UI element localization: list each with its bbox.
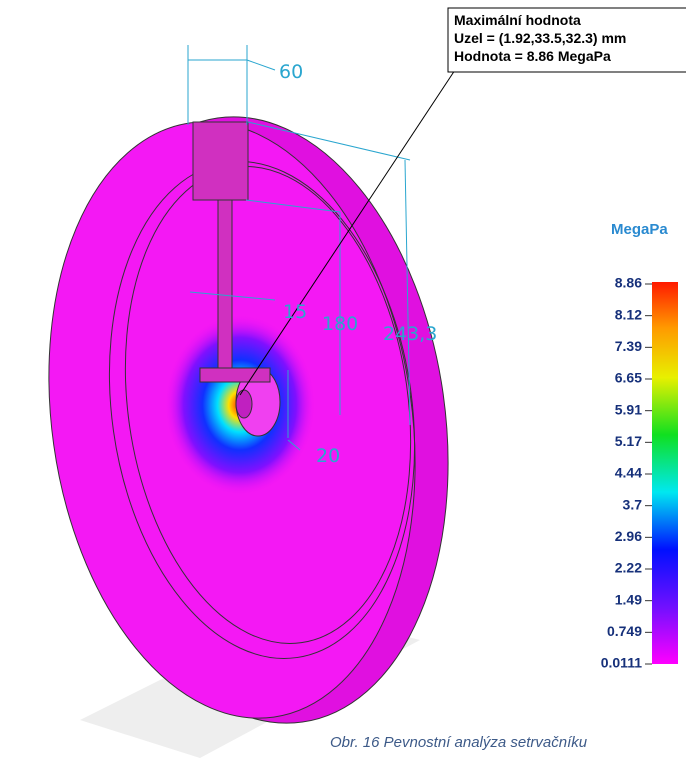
hub-hole bbox=[236, 390, 252, 418]
dimension-label: 60 bbox=[279, 61, 303, 83]
legend-label: 2.96 bbox=[615, 528, 642, 544]
dimension-label: 180 bbox=[322, 313, 358, 335]
legend-label: 5.91 bbox=[615, 401, 642, 417]
caption: Obr. 16 Pevnostní analýza setrvačníku bbox=[330, 734, 588, 751]
legend-label: 4.44 bbox=[615, 465, 642, 481]
legend-label: 8.12 bbox=[615, 306, 642, 322]
dimension-label: 243,3 bbox=[383, 323, 437, 345]
legend-label: 0.0111 bbox=[601, 655, 642, 671]
annotation-line: Hodnota = 8.86 MegaPa bbox=[454, 48, 611, 64]
section-web bbox=[218, 200, 232, 370]
legend-unit: MegaPa bbox=[611, 221, 668, 238]
legend-label: 1.49 bbox=[615, 591, 642, 607]
legend-label: 6.65 bbox=[615, 370, 642, 386]
color-bar bbox=[652, 282, 678, 664]
legend-label: 3.7 bbox=[623, 496, 643, 512]
wheel bbox=[12, 92, 486, 758]
legend-label: 2.22 bbox=[615, 560, 642, 576]
section-rim bbox=[193, 122, 248, 200]
legend-label: 5.17 bbox=[615, 433, 642, 449]
legend-label: 0.749 bbox=[607, 623, 642, 639]
page: 60 15 180 243,3 20 Maximální hodnota Uze… bbox=[0, 0, 686, 758]
dimension-label: 20 bbox=[316, 445, 340, 467]
legend-labels: 8.86 8.12 7.39 6.65 5.91 5.17 4.44 3.7 2.96 2.22 1… bbox=[601, 275, 652, 671]
dimension-label: 15 bbox=[283, 301, 307, 323]
section-hub bbox=[200, 368, 270, 382]
legend-label: 7.39 bbox=[615, 338, 642, 354]
figure: 60 15 180 243,3 20 Maximální hodnota Uze… bbox=[0, 0, 686, 758]
annotation-line: Uzel = (1.92,33.5,32.3) mm bbox=[454, 30, 626, 46]
legend-label: 8.86 bbox=[615, 275, 642, 291]
annotation-line: Maximální hodnota bbox=[454, 12, 581, 28]
